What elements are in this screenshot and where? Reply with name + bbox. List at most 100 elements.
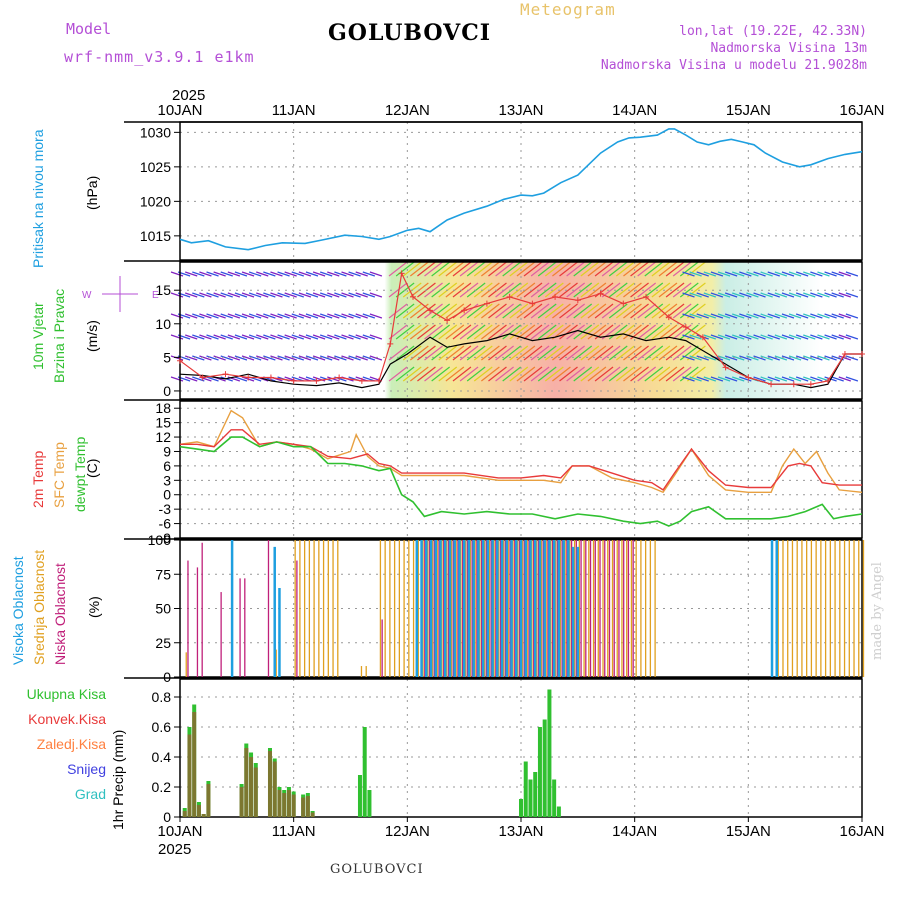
wind-barb: [817, 313, 830, 319]
wind-barb: [424, 324, 443, 340]
wind-barb: [530, 366, 550, 382]
wind-barb: [717, 334, 731, 340]
wind-barb: [502, 345, 522, 361]
wind-barb: [795, 334, 809, 340]
precip-total-bar: [367, 790, 372, 817]
ytick-label: 0.2: [152, 779, 172, 795]
wind-barb: [312, 271, 326, 277]
wind-barb: [544, 366, 564, 382]
wind-barb: [199, 313, 212, 319]
legend-convective-rain: Konvek.Kisa: [28, 711, 106, 727]
wind-barb: [615, 366, 635, 382]
wind-barb: [298, 334, 312, 340]
wind-barb: [348, 271, 361, 277]
wind-barb: [516, 366, 536, 382]
wind-barb: [703, 376, 717, 382]
wind-barb: [831, 334, 844, 340]
wind-barb: [803, 271, 816, 277]
wind-barb: [220, 271, 233, 277]
wind-barb: [488, 345, 507, 361]
wind-barb: [206, 292, 219, 298]
wind-barb: [679, 303, 699, 319]
ytick-label: 12: [155, 429, 171, 445]
wind-barb: [445, 303, 465, 319]
wind-barb: [185, 292, 198, 298]
wind-barb: [672, 282, 692, 298]
wind-barb: [679, 282, 699, 298]
precip-total-bar: [362, 727, 367, 817]
precip-total-bar: [547, 689, 552, 817]
wind-barb: [838, 292, 851, 298]
wind-barb: [388, 345, 408, 361]
precip-convective-bar: [267, 751, 272, 817]
precip-convective-bar: [239, 787, 244, 817]
xtick-label-bottom: 14JAN: [612, 823, 657, 840]
wind-barb: [438, 345, 458, 361]
wind-barb: [537, 303, 557, 319]
wind-barb: [623, 303, 642, 319]
wind-barb: [241, 355, 255, 361]
wind-gust-marker: [410, 293, 417, 300]
wind-barb: [284, 355, 297, 361]
wind-barb: [608, 282, 628, 298]
wind-barb: [369, 271, 383, 277]
wind-barb: [362, 292, 376, 298]
wind-barb: [710, 313, 724, 319]
wind-barb: [305, 292, 319, 298]
wind-barb: [644, 303, 664, 319]
wind-barb: [220, 334, 233, 340]
ytick-label: 3: [163, 472, 171, 488]
wind-barb: [234, 376, 248, 382]
wind-barb: [312, 292, 326, 298]
wind-barb: [473, 345, 493, 361]
wind-barb: [689, 355, 702, 361]
wind-barb: [270, 292, 283, 298]
wind-barb: [516, 345, 536, 361]
wind-barb: [696, 376, 709, 382]
ytick-label: 0: [163, 383, 171, 399]
wind-barb: [788, 334, 802, 340]
wind-barb: [767, 313, 780, 319]
ytick-label: 75: [155, 566, 171, 582]
panel-border: [179, 121, 863, 261]
wind-barb: [817, 334, 830, 340]
wind-barb: [192, 292, 205, 298]
wind-barb: [438, 303, 458, 319]
wind-barb: [566, 366, 585, 382]
wind-barb: [580, 261, 600, 277]
wind-barb: [831, 313, 844, 319]
wind-barb: [466, 261, 486, 277]
wind-barb: [788, 313, 802, 319]
wind-barb: [256, 271, 269, 277]
wind-barb: [185, 271, 198, 277]
wind-barb: [227, 355, 241, 361]
wind-barb: [544, 324, 564, 340]
wind-barb: [580, 345, 600, 361]
wind-barb: [824, 355, 837, 361]
wind-barb: [298, 271, 312, 277]
wind-gust-marker: [199, 374, 206, 381]
legend-hail: Grad: [74, 786, 106, 802]
ytick-label: 0: [163, 809, 171, 825]
wind-barb: [334, 271, 347, 277]
wind-barb: [523, 303, 543, 319]
wind-barb: [488, 366, 507, 382]
panel-border: [179, 400, 863, 539]
cloud-mid-ylabel: Srednja Oblacnost: [31, 549, 47, 665]
precip-total-bar: [542, 719, 547, 817]
wind-barb: [466, 282, 486, 298]
wind-barb: [601, 366, 621, 382]
wind-gust-marker: [665, 314, 672, 321]
wind-barb: [502, 261, 522, 277]
wind-barb: [608, 303, 628, 319]
wind-barb: [291, 313, 304, 319]
wind-barb: [277, 292, 290, 298]
precip-convective-bar: [249, 757, 254, 817]
wind-barb: [760, 334, 773, 340]
wind-barb: [319, 292, 333, 298]
wind-barb: [608, 366, 628, 382]
wind-barb: [459, 324, 479, 340]
wind-barb: [696, 292, 709, 298]
wind-barb: [213, 313, 226, 319]
wind-barb: [220, 313, 233, 319]
